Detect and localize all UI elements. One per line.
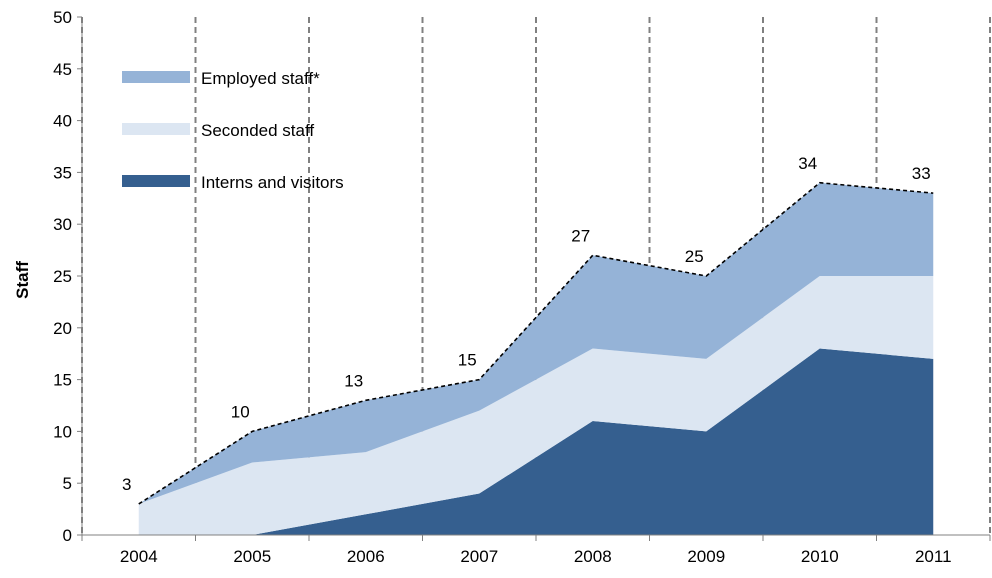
- area-employed-staff: [138, 182, 934, 504]
- x-tick-label: 2006: [347, 547, 385, 566]
- x-tick-label: 2005: [233, 547, 271, 566]
- legend-label: Interns and visitors: [201, 173, 344, 192]
- y-tick-label: 0: [63, 526, 72, 545]
- legend-swatch: [122, 123, 190, 135]
- x-tick-label: 2007: [460, 547, 498, 566]
- area-interns-and-visitors: [138, 348, 934, 535]
- area-seconded-staff: [138, 276, 934, 535]
- y-tick-label: 50: [53, 8, 72, 27]
- y-tick-label: 35: [53, 163, 72, 182]
- y-tick-label: 5: [63, 474, 72, 493]
- x-tick-label: 2009: [687, 547, 725, 566]
- y-axis-label: Staff: [13, 261, 32, 299]
- y-tick-label: 45: [53, 60, 72, 79]
- total-label: 3: [122, 475, 131, 494]
- legend-swatch: [122, 71, 190, 83]
- total-label: 33: [912, 164, 931, 183]
- total-label: 34: [798, 154, 817, 173]
- total-label: 13: [344, 371, 363, 390]
- legend: Employed staff* Seconded staff Interns and…: [122, 69, 344, 192]
- y-tick-label: 15: [53, 371, 72, 390]
- x-tick-label: 2008: [574, 547, 612, 566]
- total-label: 27: [571, 226, 590, 245]
- x-tick-label: 2004: [120, 547, 158, 566]
- total-label: 25: [685, 247, 704, 266]
- y-tick-label: 25: [53, 267, 72, 286]
- x-tick-label: 2011: [915, 547, 952, 566]
- y-tick-label: 10: [53, 422, 72, 441]
- area-layers: [138, 182, 934, 535]
- total-label: 15: [458, 351, 477, 370]
- x-tick-label: 2010: [801, 547, 839, 566]
- total-line: [138, 181, 934, 505]
- legend-label: Employed staff*: [201, 69, 320, 88]
- total-label: 10: [231, 402, 250, 421]
- y-tick-label: 40: [53, 112, 72, 131]
- y-tick-label: 20: [53, 319, 72, 338]
- y-tick-label: 30: [53, 215, 72, 234]
- legend-swatch: [122, 175, 190, 187]
- legend-label: Seconded staff: [201, 121, 314, 140]
